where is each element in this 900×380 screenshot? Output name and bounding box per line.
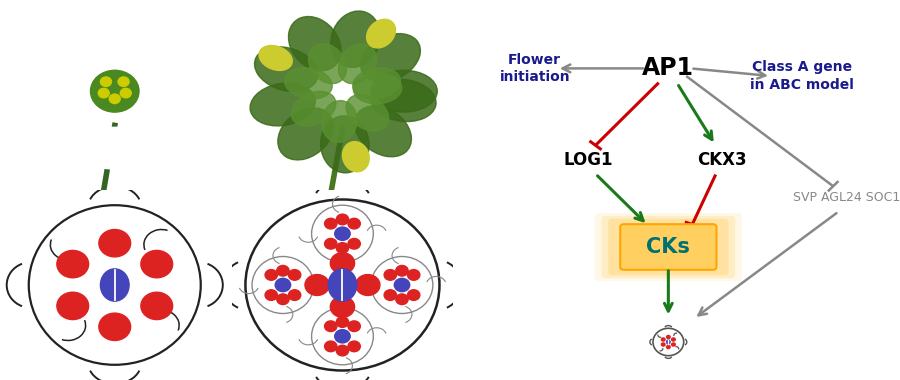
FancyBboxPatch shape: [608, 219, 728, 275]
Circle shape: [325, 218, 337, 229]
Ellipse shape: [354, 73, 401, 104]
Circle shape: [348, 239, 360, 249]
Ellipse shape: [79, 13, 150, 55]
Circle shape: [121, 89, 131, 98]
Circle shape: [348, 341, 360, 352]
Circle shape: [141, 250, 173, 278]
Text: AP1: AP1: [643, 56, 694, 81]
Circle shape: [275, 278, 291, 292]
Circle shape: [348, 218, 360, 229]
Ellipse shape: [152, 61, 201, 122]
Ellipse shape: [79, 127, 150, 169]
Circle shape: [57, 250, 88, 278]
Ellipse shape: [361, 33, 420, 82]
Text: SVP AGL24 SOC1: SVP AGL24 SOC1: [793, 191, 900, 204]
Text: CKs: CKs: [646, 237, 690, 257]
Ellipse shape: [101, 269, 129, 301]
Circle shape: [288, 269, 301, 280]
Circle shape: [396, 294, 409, 305]
Ellipse shape: [24, 61, 73, 122]
Circle shape: [276, 294, 289, 305]
Ellipse shape: [250, 83, 315, 126]
Circle shape: [396, 265, 409, 276]
Ellipse shape: [366, 19, 395, 48]
Circle shape: [356, 274, 380, 296]
Text: ap1-4: ap1-4: [243, 168, 279, 180]
Circle shape: [325, 321, 337, 331]
Circle shape: [98, 89, 109, 98]
Text: CKX3: CKX3: [697, 150, 747, 169]
Ellipse shape: [292, 91, 336, 126]
Circle shape: [337, 317, 348, 328]
Circle shape: [408, 290, 420, 301]
Ellipse shape: [343, 142, 369, 172]
Circle shape: [384, 290, 397, 301]
Circle shape: [337, 345, 348, 356]
Circle shape: [99, 230, 130, 257]
Circle shape: [667, 336, 670, 339]
Circle shape: [325, 341, 337, 352]
Text: A: A: [15, 10, 30, 27]
Ellipse shape: [255, 47, 318, 92]
Ellipse shape: [289, 16, 341, 71]
Circle shape: [305, 274, 329, 296]
Ellipse shape: [338, 44, 376, 84]
Ellipse shape: [331, 11, 380, 67]
Circle shape: [265, 269, 277, 280]
Ellipse shape: [353, 68, 400, 99]
Circle shape: [118, 77, 129, 87]
Ellipse shape: [328, 269, 356, 301]
Circle shape: [335, 227, 350, 241]
Ellipse shape: [278, 108, 333, 160]
Circle shape: [408, 269, 420, 280]
Ellipse shape: [309, 44, 346, 84]
Circle shape: [394, 278, 410, 292]
Circle shape: [330, 296, 355, 317]
Circle shape: [384, 269, 397, 280]
Circle shape: [335, 330, 350, 343]
Ellipse shape: [667, 340, 670, 344]
Circle shape: [662, 343, 665, 346]
Circle shape: [337, 243, 348, 253]
Text: LOG1: LOG1: [563, 150, 613, 169]
Circle shape: [667, 345, 670, 348]
Ellipse shape: [259, 46, 292, 70]
Ellipse shape: [346, 94, 389, 131]
Ellipse shape: [355, 106, 411, 157]
Circle shape: [141, 292, 173, 320]
Ellipse shape: [284, 68, 332, 99]
Circle shape: [330, 253, 355, 274]
Text: Class A gene
in ABC model: Class A gene in ABC model: [750, 60, 854, 92]
Circle shape: [109, 94, 121, 104]
Text: B: B: [243, 10, 256, 27]
Ellipse shape: [91, 70, 139, 112]
FancyBboxPatch shape: [595, 213, 742, 281]
Circle shape: [671, 343, 675, 346]
Circle shape: [337, 214, 348, 225]
Circle shape: [276, 265, 289, 276]
Circle shape: [325, 239, 337, 249]
Ellipse shape: [320, 116, 369, 173]
Circle shape: [288, 290, 301, 301]
FancyBboxPatch shape: [620, 224, 716, 270]
Ellipse shape: [371, 70, 437, 112]
FancyBboxPatch shape: [601, 216, 735, 278]
Ellipse shape: [371, 79, 436, 122]
Circle shape: [101, 77, 112, 87]
Text: Flower
initiation: Flower initiation: [500, 53, 570, 84]
Circle shape: [662, 338, 665, 341]
Circle shape: [265, 290, 277, 301]
Circle shape: [99, 313, 130, 340]
Ellipse shape: [321, 101, 357, 142]
Text: WT: WT: [15, 166, 40, 180]
Circle shape: [671, 338, 675, 341]
Circle shape: [57, 292, 88, 320]
Circle shape: [348, 321, 360, 331]
